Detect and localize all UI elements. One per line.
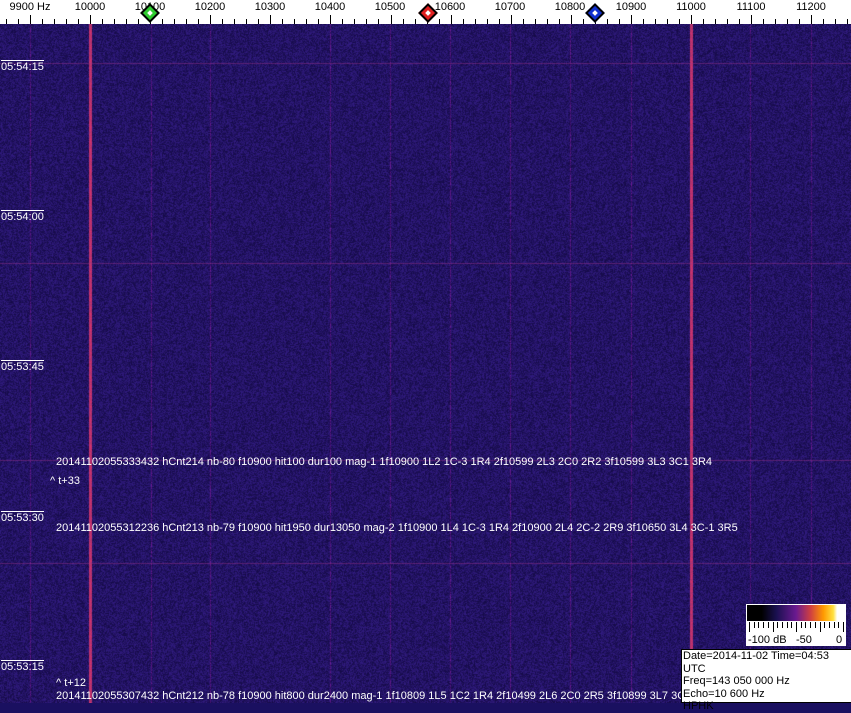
scale-tick: [787, 622, 788, 628]
scale-tick: [754, 622, 755, 628]
time-label: 05:53:30: [1, 511, 44, 524]
scale-tick: [820, 622, 821, 632]
scale-tick: [749, 622, 750, 632]
freq-label: 10200: [195, 1, 226, 13]
scale-tick: [796, 622, 797, 632]
detection-line: 20141102055312236 hCnt213 nb-79 f10900 h…: [56, 522, 738, 534]
ruler-tick: [30, 15, 31, 24]
scale-tick: [758, 622, 759, 628]
scale-tick: [782, 622, 783, 628]
scale-tick: [838, 622, 839, 628]
detection-offset: ^ t+33: [50, 475, 80, 487]
scale-tick: [843, 622, 844, 632]
ruler-tick: [451, 15, 452, 24]
scale-tick: [805, 622, 806, 628]
scale-tick: [763, 622, 764, 628]
scale-tick: [791, 622, 792, 628]
info-box: Date=2014-11-02 Time=04:53 UTC Freq=143 …: [681, 649, 851, 703]
scale-tick: [815, 622, 816, 628]
blue-marker-icon[interactable]: [585, 3, 605, 23]
waterfall-display[interactable]: [0, 24, 851, 703]
echo-frequency: Echo=10 600 Hz: [683, 688, 851, 701]
freq-label: 10900: [616, 1, 647, 13]
ruler-tick: [751, 15, 752, 24]
color-gradient: [747, 605, 845, 621]
ruler-tick: [210, 15, 211, 24]
ruler-tick: [811, 15, 812, 24]
freq-label: 10400: [315, 1, 346, 13]
station-name: HPHK: [683, 700, 851, 713]
detection-line: 20141102055333432 hCnt214 nb-80 f10900 h…: [56, 456, 712, 468]
time-label: 05:53:15: [1, 660, 44, 673]
freq-label: 10300: [255, 1, 286, 13]
scale-tick: [768, 622, 769, 628]
ruler-tick: [330, 15, 331, 24]
freq-label: 10800: [555, 1, 586, 13]
freq-label: 11200: [796, 1, 826, 13]
scale-tick: [834, 622, 835, 628]
date-time: Date=2014-11-02 Time=04:53 UTC: [683, 650, 851, 675]
scale-tick: [829, 622, 830, 628]
ruler-tick: [90, 15, 91, 24]
detection-line: 20141102055307432 hCnt212 nb-78 f10900 h…: [56, 690, 691, 702]
scale-label: -100 dB: [748, 634, 787, 646]
freq-label: 10700: [495, 1, 526, 13]
freq-label: 11000: [676, 1, 706, 13]
scale-tick: [824, 622, 825, 628]
scale-tick: [773, 622, 774, 632]
detection-offset: ^ t+12: [56, 677, 86, 689]
time-label: 05:53:45: [1, 360, 44, 373]
scale-tick: [801, 622, 802, 628]
frequency: Freq=143 050 000 Hz: [683, 675, 851, 688]
frequency-ruler[interactable]: 9900 Hz 10000 10100 10200 10300 10400 10…: [0, 0, 851, 24]
ruler-tick: [691, 15, 692, 24]
ruler-tick: [631, 15, 632, 24]
time-label: 05:54:15: [1, 60, 44, 73]
time-label: 05:54:00: [1, 210, 44, 223]
freq-label: 10500: [375, 1, 406, 13]
freq-label: 10000: [75, 1, 106, 13]
ruler-tick: [511, 15, 512, 24]
ruler-tick: [571, 15, 572, 24]
scale-label: 0: [836, 634, 842, 646]
scale-tick: [810, 622, 811, 628]
scale-tick: [777, 622, 778, 628]
color-scale-legend: -100 dB -50 0: [746, 604, 846, 646]
freq-label: 10600: [435, 1, 466, 13]
freq-label: 11100: [737, 1, 766, 13]
ruler-tick: [391, 15, 392, 24]
freq-label: 9900 Hz: [10, 1, 51, 13]
ruler-tick: [270, 15, 271, 24]
scale-label: -50: [796, 634, 812, 646]
